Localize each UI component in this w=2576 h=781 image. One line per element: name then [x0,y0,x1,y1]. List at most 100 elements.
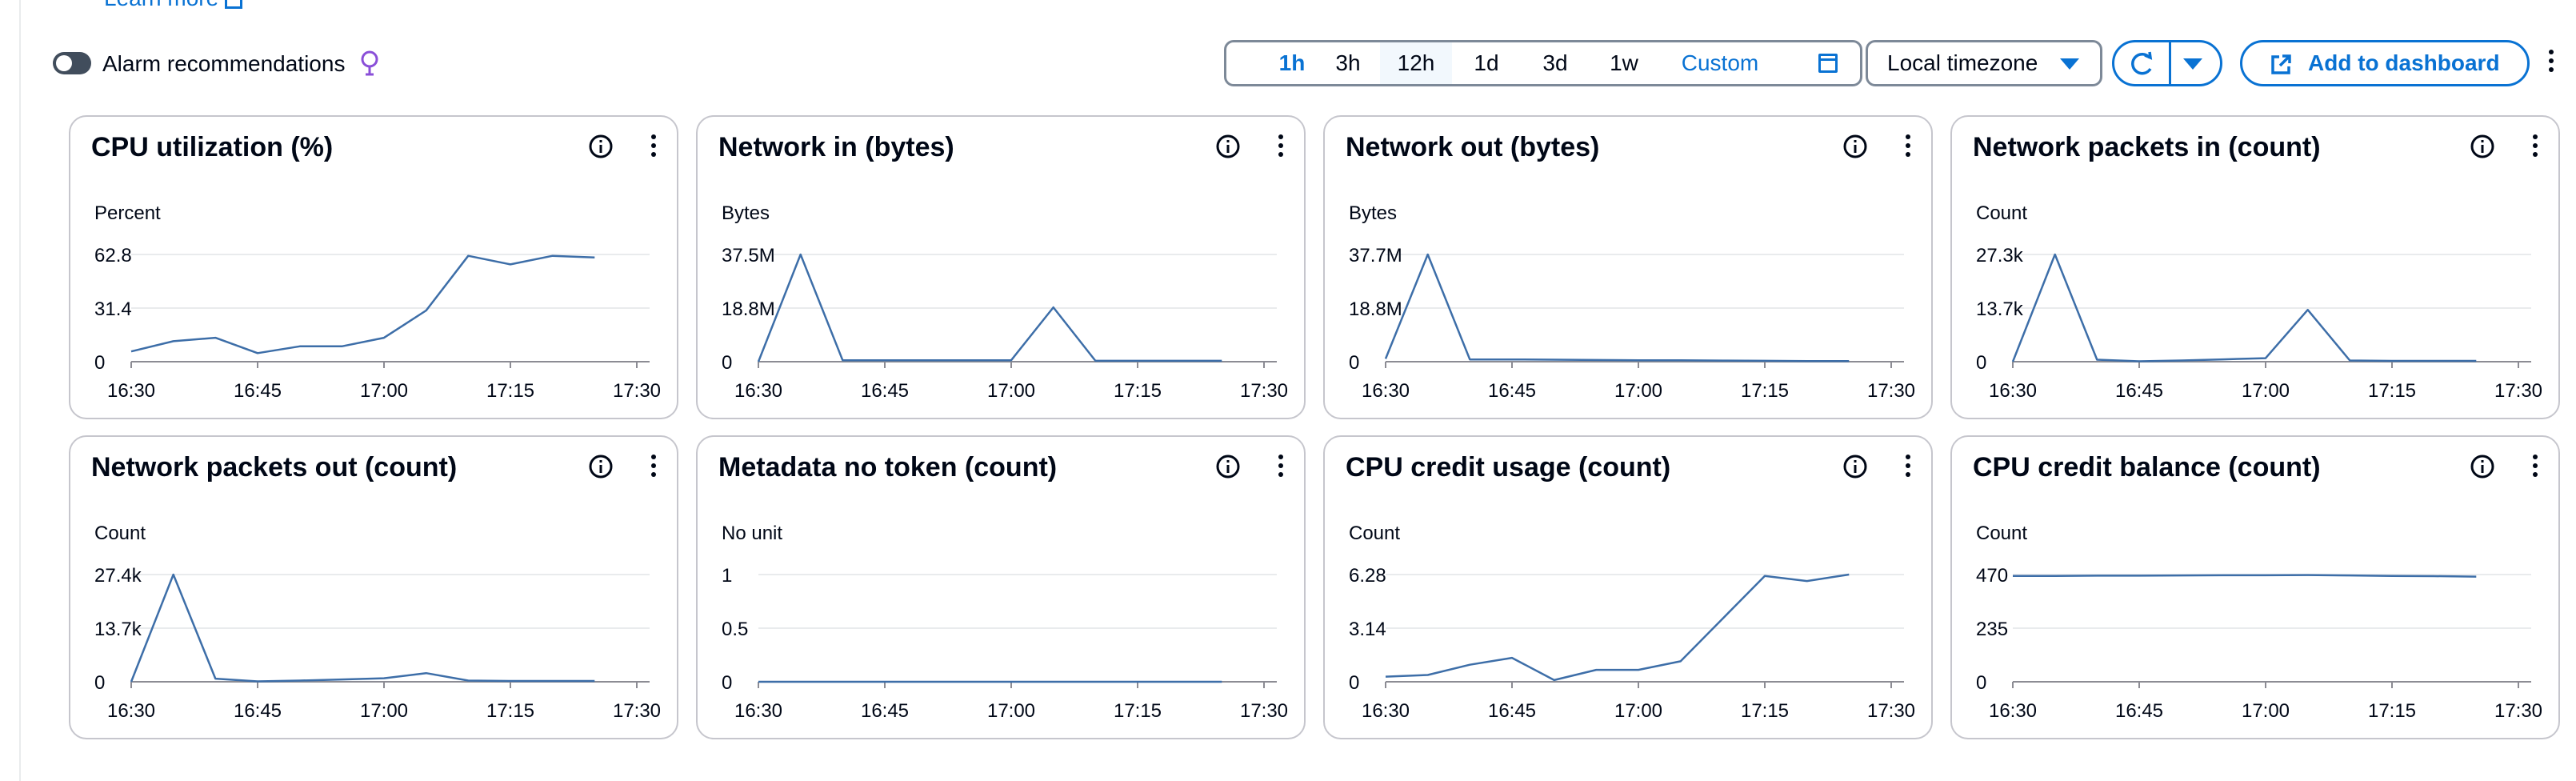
x-tick-label: 17:00 [987,700,1035,722]
x-tick-label: 17:30 [613,700,661,722]
range-option-3h[interactable]: 3h [1335,50,1361,75]
y-tick-label: 3.14 [1349,619,1386,640]
caret-down-icon [2060,58,2079,70]
y-unit-label: Percent [94,202,161,224]
timezone-select[interactable]: Local timezone [1866,40,2102,86]
cpu-credit-usage-chart: Count 6.28 3.14 016:30 16:45 17:00 17:15 17:30 [1349,523,1915,722]
x-tick-label: 17:30 [613,380,661,402]
range-option-12h[interactable]: 12h [1380,42,1452,84]
x-tick-label: 17:15 [1741,700,1789,722]
x-tick-label: 16:45 [2115,380,2163,402]
x-tick-label: 17:30 [2494,700,2542,722]
x-tick-label: 17:15 [2368,700,2416,722]
network-packets-out-chart: Count 27.4k 13.7k 016:30 16:45 17:00 17:15 17:3… [94,523,661,722]
series-line [757,253,1222,362]
card-title: Metadata no token (count) [718,452,1058,483]
info-icon[interactable] [1842,133,1869,160]
info-icon[interactable] [587,133,614,160]
more-options-icon[interactable] [2533,134,2539,161]
y-unit-label: Count [94,523,146,544]
more-options-icon[interactable] [1906,134,1912,161]
x-tick-label: 16:45 [1488,700,1536,722]
alarm-recommendations-label: Alarm recommendations [102,51,346,76]
y-tick-label: 0 [1349,672,1359,694]
range-option-3d[interactable]: 3d [1542,50,1568,75]
y-tick-label: 37.5M [722,245,775,266]
refresh-split-button [2112,40,2222,86]
card-title: CPU credit balance (count) [1973,452,2321,483]
refresh-divider [2169,42,2171,84]
series-line [130,573,595,683]
alarm-recommendations-toggle[interactable] [53,52,91,74]
x-tick-label: 17:15 [1114,380,1162,402]
range-option-custom[interactable]: Custom [1681,50,1759,75]
more-options-icon[interactable] [1906,455,1912,481]
y-tick-label: 0 [94,672,105,694]
x-tick-label: 16:45 [1488,380,1536,402]
metric-card-network-out: Bytes 37.7M 18.8M 0 16:30 16:45 17:00 17:15 17:3… [1323,115,1933,419]
x-tick-label: 17:30 [1240,380,1288,402]
x-tick-label: 17:15 [486,700,534,722]
info-icon[interactable] [587,453,614,480]
x-tick-label: 17:00 [1614,380,1662,402]
range-option-1d[interactable]: 1d [1474,50,1499,75]
more-options-icon[interactable] [651,134,658,161]
lightbulb-icon [361,50,378,76]
network-out-chart: Bytes 37.7M 18.8M 016:30 16:45 17:00 17:15 17:3… [1349,202,1915,402]
x-tick-label: 16:30 [1989,700,2037,722]
x-tick-label: 17:00 [360,700,408,722]
y-tick-label: 0 [1976,672,1986,694]
x-tick-label: 16:30 [107,700,155,722]
x-tick-label: 17:00 [987,380,1035,402]
cpu-credit-balance-chart: Count 470 235 016:30 16:45 17:00 17:15 17:30 [1976,523,2542,722]
cpu-utilization-chart: Percent 62.8 31.4 016:30 16:45 17:00 17:15 17:3… [94,202,661,402]
x-tick-label: 17:00 [360,380,408,402]
y-tick-label: 18.8M [1349,298,1402,320]
card-title: Network in (bytes) [718,132,954,162]
y-tick-label: 0 [722,672,732,694]
metadata-no-token-chart: No unit 1 0.5 016:30 16:45 17:00 17:15 17:30 [722,523,1288,722]
x-tick-label: 16:45 [234,700,282,722]
learn-more-link[interactable]: Learn more [104,0,243,11]
range-option-1h[interactable]: 1h [1278,50,1306,75]
metric-card-cpu-credit-balance: Count 470 235 0 16:30 16:45 17:00 17:15 17:30 CP… [1950,435,2560,739]
more-options-icon[interactable] [1278,134,1285,161]
x-tick-label: 17:00 [1614,700,1662,722]
series-line [1384,253,1850,362]
x-tick-label: 16:45 [861,380,909,402]
metric-card-metadata-no-token: No unit 1 0.5 0 16:30 16:45 17:00 17:15 17:30 Me… [696,435,1306,739]
y-tick-label: 0 [1976,352,1986,374]
range-option-1w[interactable]: 1w [1610,50,1638,75]
add-to-dashboard-button[interactable]: Add to dashboard [2240,40,2530,86]
y-tick-label: 27.3k [1976,245,2024,266]
more-options-icon[interactable] [1278,455,1285,481]
more-options-icon[interactable] [2549,50,2555,76]
y-tick-label: 37.7M [1349,245,1402,266]
refresh-options-caret-icon[interactable] [2183,58,2202,70]
card-title: Network packets out (count) [91,452,458,483]
metric-card-network-in: Bytes 37.5M 18.8M 0 16:30 16:45 17:00 17:15 17:3… [696,115,1306,419]
info-icon[interactable] [1214,133,1242,160]
x-tick-label: 17:30 [2494,380,2542,402]
info-icon[interactable] [1842,453,1869,480]
refresh-icon[interactable] [2126,50,2158,78]
metric-card-cpu-credit-usage: Count 6.28 3.14 0 16:30 16:45 17:00 17:15 17:30 … [1323,435,1933,739]
info-icon[interactable] [2469,133,2496,160]
card-title: CPU credit usage (count) [1346,452,1671,483]
card-title: Network out (bytes) [1346,132,1600,162]
more-options-icon[interactable] [2533,455,2539,481]
x-tick-label: 17:15 [486,380,534,402]
add-to-dashboard-label: Add to dashboard [2308,50,2500,75]
more-options-icon[interactable] [651,455,658,481]
x-tick-label: 17:15 [1741,380,1789,402]
calendar-icon [1818,54,1838,73]
external-link-icon [225,0,243,9]
y-tick-label: 0.5 [722,619,748,640]
info-icon[interactable] [1214,453,1242,480]
series-line [130,254,595,354]
x-tick-label: 16:30 [734,700,782,722]
y-tick-label: 62.8 [94,245,132,266]
network-in-chart: Bytes 37.5M 18.8M 016:30 16:45 17:00 17:15 17:3… [722,202,1288,402]
y-tick-label: 6.28 [1349,565,1386,587]
info-icon[interactable] [2469,453,2496,480]
